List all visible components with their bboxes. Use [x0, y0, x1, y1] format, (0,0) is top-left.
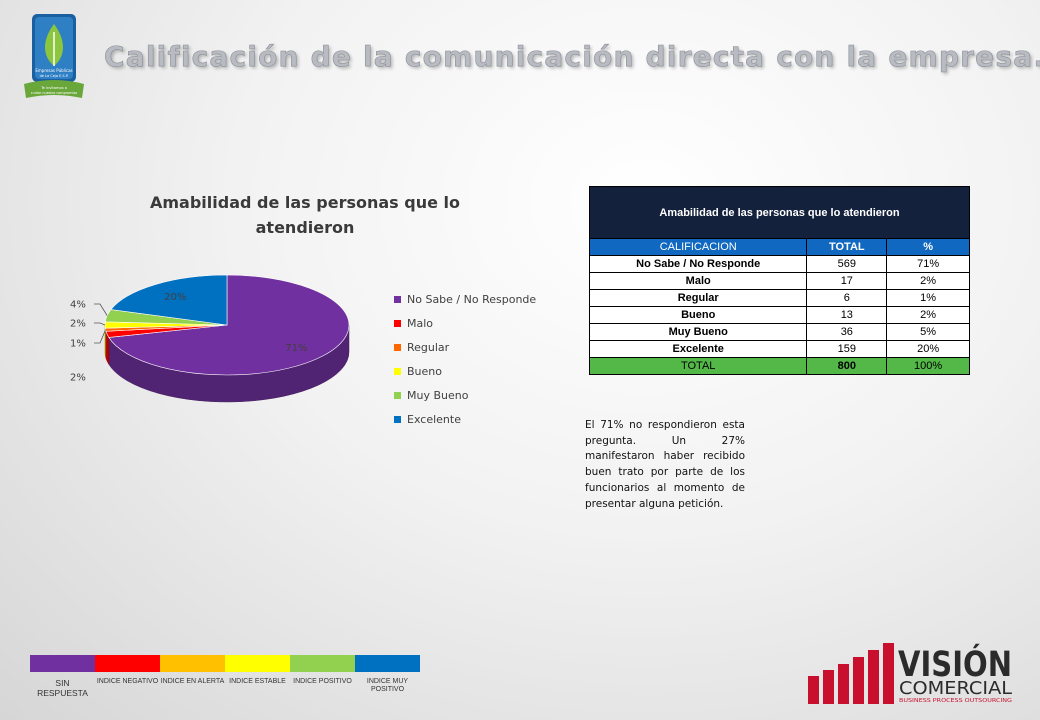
scale-label: INDICE EN ALERTA	[160, 678, 225, 685]
legend-item-regular: Regular	[394, 335, 536, 359]
legend-label: Regular	[407, 340, 450, 354]
scale-bar	[30, 655, 420, 672]
table-caption: Amabilidad de las personas que lo atendi…	[589, 186, 970, 239]
pie-slice-no-sabe-no-responde	[108, 274, 350, 376]
cell-total: 13	[806, 306, 888, 324]
cell-percent: 71%	[886, 255, 970, 273]
scale-segment-negativo	[95, 655, 160, 672]
scale-label: INDICE ESTABLE	[229, 678, 286, 685]
legend-item-excelente: Excelente	[394, 407, 536, 431]
scale-segment-positivo	[290, 655, 355, 672]
company-logo: Empresas Públicas de La Ceja E.S.P. Te i…	[24, 14, 84, 98]
leader-line-muy-bueno	[94, 303, 108, 316]
legend-label: Malo	[407, 316, 434, 330]
table-row: Excelente 159 20%	[588, 340, 970, 358]
leader-line-bueno	[94, 322, 106, 326]
leader-line-regular	[94, 329, 106, 344]
chart-title: Amabilidad de las personas que lo atendi…	[149, 193, 460, 237]
header-calificacion: CALIFICACION	[588, 238, 808, 256]
index-scale: SIN RESPUESTA INDICE NEGATIVO INDICE EN …	[30, 655, 420, 698]
legend-item-no-responde: No Sabe / No Responde	[394, 287, 536, 311]
table-header-row: CALIFICACION TOTAL %	[588, 238, 970, 256]
scale-label: INDICE POSITIVO	[293, 678, 352, 685]
scale-labels: SIN RESPUESTA INDICE NEGATIVO INDICE EN …	[30, 678, 420, 698]
cell-total: 17	[806, 272, 888, 290]
table-total-row: TOTAL 800 100%	[588, 357, 970, 375]
scale-segment-muy-positivo	[355, 655, 420, 672]
logo-line1: Empresas Públicas	[35, 68, 72, 73]
legend-swatch	[394, 391, 401, 399]
analysis-note: El 71% no respondieron esta pregunta. Un…	[585, 419, 745, 510]
cell-total: 569	[806, 255, 888, 273]
brand-name-line1: VISIÓN	[898, 643, 1012, 685]
legend-label: Muy Bueno	[407, 388, 469, 402]
cell-percent: 1%	[886, 289, 970, 307]
cell-percent: 20%	[886, 340, 970, 358]
total-label: TOTAL	[588, 357, 808, 375]
cell-calificacion: Regular	[588, 289, 808, 307]
page-title: Calificación de la comunicación directa …	[104, 40, 1040, 74]
legend-label: No Sabe / No Responde	[407, 292, 537, 306]
pie-slice-excelente	[110, 274, 228, 326]
cell-percent: 5%	[886, 323, 970, 341]
scale-label: INDICE NEGATIVO	[96, 678, 159, 685]
cell-calificacion: No Sabe / No Responde	[588, 255, 808, 273]
total-count: 800	[806, 357, 888, 375]
scale-segment-sin-respuesta	[30, 655, 95, 672]
brand-tagline: BUSINESS PROCESS OUTSOURCING	[899, 698, 1012, 704]
brand-name-line2: COMERCIAL	[899, 678, 1012, 699]
legend-item-bueno: Bueno	[394, 359, 536, 383]
data-label-malo: 2%	[70, 373, 86, 384]
table-row: Regular 6 1%	[588, 289, 970, 307]
legend-swatch	[394, 295, 401, 303]
logo-line2: de La Ceja E.S.P.	[40, 74, 69, 78]
scale-label: INDICE MUY POSITIVO	[366, 678, 409, 693]
scale-label: SIN RESPUESTA	[37, 678, 88, 698]
legend-item-muy-bueno: Muy Bueno	[394, 383, 536, 407]
data-label-muy-bueno: 4%	[70, 300, 86, 311]
data-label-regular: 1%	[70, 339, 86, 350]
table-row: Bueno 13 2%	[588, 306, 970, 324]
table-row: Muy Bueno 36 5%	[588, 323, 970, 341]
legend-swatch	[394, 319, 401, 327]
cell-total: 6	[806, 289, 888, 307]
chart-legend: No Sabe / No Responde Malo Regular Bueno…	[394, 287, 536, 431]
cell-calificacion: Malo	[588, 272, 808, 290]
vision-comercial-logo: VISIÓN COMERCIAL BUSINESS PROCESS OUTSOU…	[808, 643, 1012, 704]
header-total: TOTAL	[806, 238, 888, 256]
legend-swatch	[394, 367, 401, 375]
cell-total: 159	[806, 340, 888, 358]
scale-segment-alerta	[160, 655, 225, 672]
cell-total: 36	[806, 323, 888, 341]
data-label-excelente: 20%	[164, 292, 186, 303]
scale-segment-estable	[225, 655, 290, 672]
data-label-bueno: 2%	[70, 319, 86, 330]
legend-swatch	[394, 343, 401, 351]
legend-label: Bueno	[407, 364, 442, 378]
cell-calificacion: Muy Bueno	[588, 323, 808, 341]
results-table: Amabilidad de las personas que lo atendi…	[588, 186, 970, 375]
cell-calificacion: Excelente	[588, 340, 808, 358]
header-percent: %	[886, 238, 970, 256]
data-label-no-sabe-no-responde: 71%	[285, 343, 307, 354]
cell-percent: 2%	[886, 306, 970, 324]
table-row: Malo 17 2%	[588, 272, 970, 290]
logo-tagline1: Te invitamos a	[40, 86, 67, 90]
total-percent: 100%	[886, 357, 970, 375]
pie-chart: 71% 20% 2% 1% 2% 4%	[70, 274, 350, 403]
table-row: No Sabe / No Responde 569 71%	[588, 255, 970, 273]
legend-label: Excelente	[407, 412, 461, 426]
cell-percent: 2%	[886, 272, 970, 290]
logo-tagline2: cuidar nuestro compromiso	[31, 91, 77, 95]
legend-item-malo: Malo	[394, 311, 536, 335]
legend-swatch	[394, 415, 401, 423]
cell-calificacion: Bueno	[588, 306, 808, 324]
